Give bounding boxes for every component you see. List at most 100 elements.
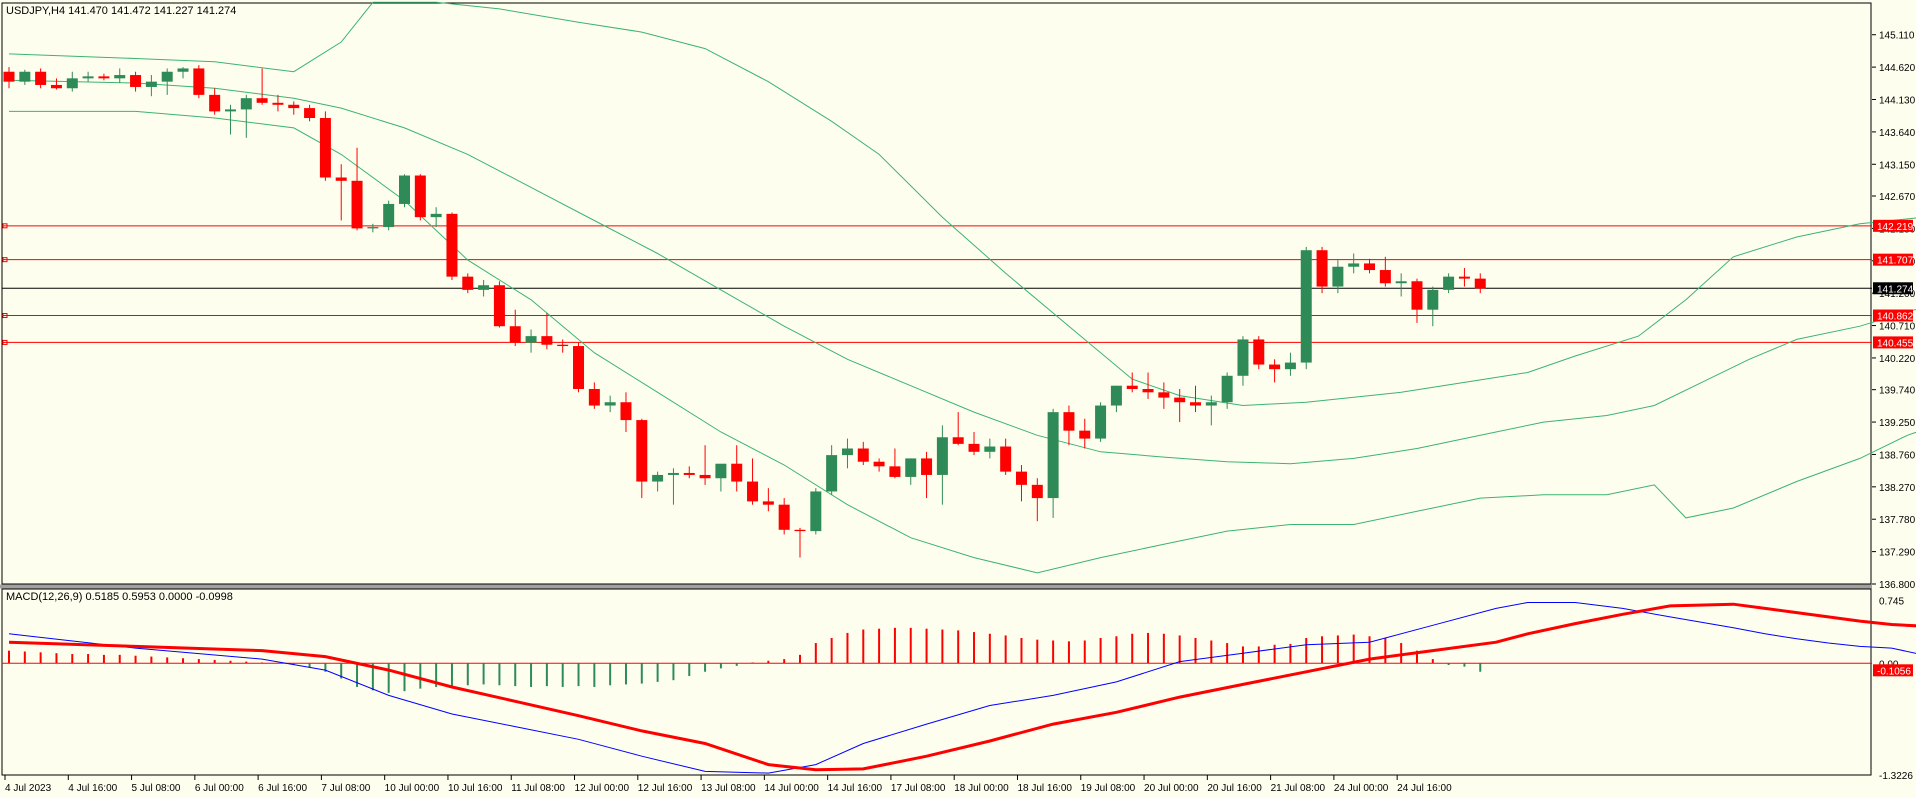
candle-body xyxy=(1316,250,1328,287)
price-axis-label: 141.200 xyxy=(1879,289,1916,300)
candle-body xyxy=(177,68,189,72)
level-handle-3 xyxy=(2,339,8,345)
level-1-tag xyxy=(1873,253,1913,266)
candle-body xyxy=(1079,430,1091,439)
time-axis-label: 24 Jul 00:00 xyxy=(1334,783,1389,794)
time-axis-label: 19 Jul 08:00 xyxy=(1081,783,1136,794)
candle-body xyxy=(66,78,78,89)
candle-body xyxy=(1253,339,1265,365)
time-axis-label: 20 Jul 16:00 xyxy=(1207,783,1262,794)
candle-body xyxy=(1063,412,1075,431)
macd-zero-tag-label: -0.1056 xyxy=(1877,666,1911,677)
candle-body xyxy=(114,75,126,79)
price-axis-label: 138.270 xyxy=(1879,483,1916,494)
candle-body xyxy=(272,102,284,105)
price-pane-frame[interactable] xyxy=(1,2,1872,585)
time-axis-label: 10 Jul 00:00 xyxy=(385,783,440,794)
macd-signal-line xyxy=(8,602,1916,772)
candle-body xyxy=(1300,250,1312,363)
candle-body xyxy=(936,437,948,475)
candle-body xyxy=(240,98,252,110)
time-axis-label: 6 Jul 16:00 xyxy=(258,783,307,794)
time-axis-label: 10 Jul 16:00 xyxy=(448,783,503,794)
current-price-tag-label: 141.274 xyxy=(1877,284,1914,295)
time-axis-label: 4 Jul 16:00 xyxy=(68,783,117,794)
price-axis-label: 139.740 xyxy=(1879,386,1916,397)
level-2-tag-label: 140.862 xyxy=(1877,312,1914,323)
candle-body xyxy=(209,94,221,112)
time-axis-label: 13 Jul 08:00 xyxy=(701,783,756,794)
candle-body xyxy=(35,71,47,85)
level-0-tag xyxy=(1873,219,1913,232)
time-axis-label: 5 Jul 08:00 xyxy=(132,783,181,794)
level-3-tag-label: 140.455 xyxy=(1877,338,1914,349)
candle-body xyxy=(82,76,94,79)
level-1-tag-label: 141.707 xyxy=(1877,256,1914,267)
candle-body xyxy=(1364,263,1376,271)
candle-body xyxy=(383,203,395,228)
candle-body xyxy=(19,71,31,82)
candle-body xyxy=(414,175,426,218)
candle-body xyxy=(1126,385,1138,390)
candle-body xyxy=(1190,402,1201,406)
price-axis-label: 142.670 xyxy=(1879,192,1916,203)
candle-body xyxy=(683,472,695,475)
candle-body xyxy=(1443,276,1455,290)
time-axis-label: 12 Jul 00:00 xyxy=(575,783,630,794)
candle-body xyxy=(826,455,838,492)
price-axis-label: 140.710 xyxy=(1879,322,1916,333)
macd-pane-frame[interactable] xyxy=(1,588,1872,776)
time-axis-label: 14 Jul 16:00 xyxy=(828,783,883,794)
candle-body xyxy=(1284,362,1296,370)
candle-body xyxy=(1221,375,1233,403)
price-axis-label: 143.150 xyxy=(1879,160,1916,171)
candle-body xyxy=(1379,270,1391,284)
price-axis-label: 144.130 xyxy=(1879,96,1916,107)
candle-body xyxy=(1174,397,1186,403)
price-axis-label: 143.640 xyxy=(1879,128,1916,139)
candle-body xyxy=(889,466,901,477)
level-2-tag xyxy=(1873,309,1913,322)
candle-body xyxy=(1158,392,1170,398)
candle-body xyxy=(98,76,110,79)
candle-body xyxy=(367,227,379,229)
candle-body xyxy=(1348,263,1360,267)
candle-body xyxy=(1427,289,1439,310)
candle-body xyxy=(667,472,679,475)
time-axis-label: 24 Jul 16:00 xyxy=(1397,783,1452,794)
candle-body xyxy=(541,336,553,345)
candle-body xyxy=(557,344,569,347)
candle-body xyxy=(1411,281,1423,310)
macd-line xyxy=(8,602,1916,774)
candle-body xyxy=(509,326,521,343)
candle-body xyxy=(256,98,268,103)
candle-body xyxy=(319,118,331,178)
candle-body xyxy=(1237,339,1249,376)
time-axis-label: 4 Jul 2023 xyxy=(5,783,52,794)
candle-body xyxy=(588,389,600,406)
level-3-tag xyxy=(1873,336,1913,349)
symbol-info: USDJPY,H4 141.470 141.472 141.227 141.27… xyxy=(6,5,236,17)
price-axis-label: 137.290 xyxy=(1879,548,1916,559)
price-axis-label: 144.620 xyxy=(1879,63,1916,74)
candle-body xyxy=(636,420,648,482)
price-axis-label: 140.220 xyxy=(1879,354,1916,365)
candle-body xyxy=(304,108,316,119)
candle-body xyxy=(952,437,964,444)
candle-body xyxy=(1332,266,1344,287)
macd-axis-label: -1.3226 xyxy=(1879,771,1913,782)
time-axis-label: 20 Jul 00:00 xyxy=(1144,783,1199,794)
time-axis-label: 7 Jul 08:00 xyxy=(321,783,370,794)
price-axis-label: 145.110 xyxy=(1879,31,1915,42)
macd-layer xyxy=(2,602,1916,774)
time-axis-label: 17 Jul 08:00 xyxy=(891,783,946,794)
candle-body xyxy=(968,443,980,452)
time-axis-label: 12 Jul 16:00 xyxy=(638,783,693,794)
candle-body xyxy=(1205,402,1217,406)
level-0-tag-label: 142.219 xyxy=(1877,222,1914,233)
candle-body xyxy=(193,68,205,95)
candle-body xyxy=(430,213,442,218)
macd-info: MACD(12,26,9) 0.5185 0.5953 0.0000 -0.09… xyxy=(6,591,233,603)
candle-body xyxy=(50,84,62,89)
